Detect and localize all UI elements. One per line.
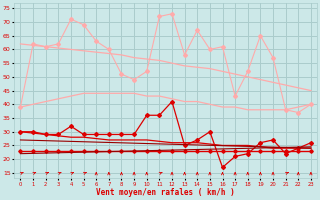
X-axis label: Vent moyen/en rafales ( km/h ): Vent moyen/en rafales ( km/h ) — [96, 188, 235, 197]
